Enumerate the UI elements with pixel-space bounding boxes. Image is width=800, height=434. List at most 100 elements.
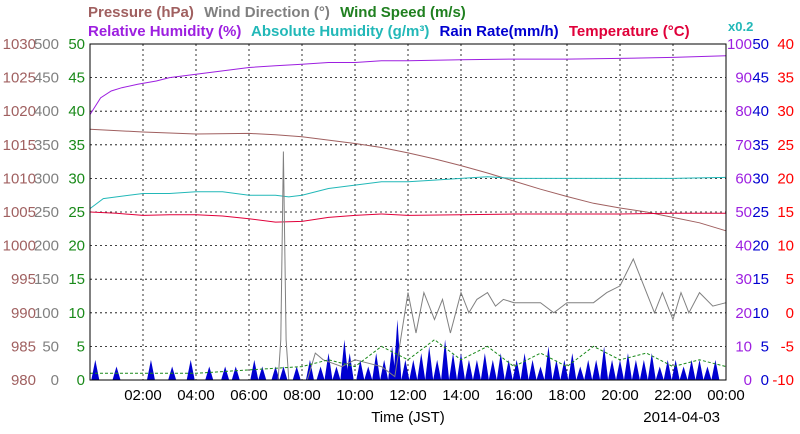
rain-bar xyxy=(711,359,720,380)
date-label: 2014-04-03 xyxy=(643,409,720,426)
axis-tick-wind-dir: 50 xyxy=(42,338,59,355)
axis-tick-wind-speed: 25 xyxy=(68,204,85,221)
rain-bar xyxy=(146,359,155,380)
legend-relative-humidity: Relative Humidity (%) xyxy=(88,23,241,40)
rain-bar xyxy=(568,353,577,380)
rain-bar xyxy=(520,353,529,380)
series-temperature xyxy=(89,211,726,223)
rain-bar xyxy=(687,359,696,380)
axis-tick-pressure: 1020 xyxy=(3,103,36,120)
axis-tick-temp: -10 xyxy=(772,372,794,389)
x-tick-label: 04:00 xyxy=(177,387,215,404)
x-tick-label: 18:00 xyxy=(548,387,586,404)
rain-bar xyxy=(332,366,341,380)
rain-bar xyxy=(560,359,569,380)
rain-bar xyxy=(504,359,513,380)
rain-bar xyxy=(703,366,712,380)
rain-bar xyxy=(324,353,333,380)
axis-tick-wind-speed: 20 xyxy=(68,238,85,255)
rain-bar xyxy=(647,353,656,380)
rain-bar xyxy=(536,366,545,380)
rain-bar xyxy=(250,359,259,380)
rain-bar xyxy=(271,366,280,380)
rain-bar xyxy=(671,359,680,380)
axis-tick-temp: 10 xyxy=(777,238,794,255)
axis-tick-temp: 25 xyxy=(777,137,794,154)
axis-tick-wind-speed: 40 xyxy=(68,103,85,120)
plot-frame xyxy=(89,43,727,381)
axis-tick-wind-speed: 10 xyxy=(68,305,85,322)
axis-tick-wind-dir: 350 xyxy=(34,137,59,154)
rain-bar xyxy=(655,366,664,380)
x-tick-label: 02:00 xyxy=(124,387,162,404)
axis-tick-wind-dir: 0 xyxy=(51,372,59,389)
axis-tick-pressure: 995 xyxy=(11,271,36,288)
x-axis-label: Time (JST) xyxy=(371,409,445,426)
rain-bar xyxy=(417,353,426,380)
x-tick-label: 16:00 xyxy=(495,387,533,404)
rain-bar xyxy=(512,359,521,380)
axis-tick-rain: 0 xyxy=(761,372,769,389)
legend-absolute-humidity: Absolute Humidity (g/m³) xyxy=(251,23,429,40)
rain-bar xyxy=(457,353,465,380)
rain-bar xyxy=(316,366,325,380)
rain-bar xyxy=(205,366,214,380)
axis-tick-humidity: 100 xyxy=(727,36,752,53)
legend-rain-rate: Rain Rate(mm/h) xyxy=(440,23,559,40)
rain-bar xyxy=(279,366,288,380)
axis-labels: 1030102510201015101010051000995990985980… xyxy=(3,36,794,404)
rain-bar xyxy=(663,359,672,380)
rain-bar xyxy=(258,366,267,380)
axis-tick-humidity: 10 xyxy=(735,338,752,355)
x-tick-label: 22:00 xyxy=(654,387,692,404)
axis-tick-humidity: 0 xyxy=(744,372,752,389)
rain-bar xyxy=(433,359,442,380)
axis-tick-wind-dir: 500 xyxy=(34,36,59,53)
rain-bar xyxy=(472,359,481,380)
x-tick-label: 14:00 xyxy=(442,387,480,404)
rain-bar xyxy=(364,366,373,380)
axis-tick-rain: 20 xyxy=(752,238,769,255)
axis-tick-pressure: 1010 xyxy=(3,170,36,187)
rain-bar xyxy=(552,359,561,380)
axis-tick-rain: 45 xyxy=(752,70,769,87)
rain-bar xyxy=(480,353,489,380)
rain-bar xyxy=(449,353,458,380)
rain-bar xyxy=(380,359,389,380)
axis-tick-wind-speed: 0 xyxy=(77,372,85,389)
axis-tick-temp: -5 xyxy=(781,338,794,355)
axis-tick-wind-dir: 250 xyxy=(34,204,59,221)
axis-tick-pressure: 985 xyxy=(11,338,36,355)
axis-tick-humidity: 40 xyxy=(735,238,752,255)
rain-bar xyxy=(91,359,100,380)
axis-tick-wind-speed: 35 xyxy=(68,137,85,154)
axis-tick-rain: 25 xyxy=(752,204,769,221)
series-wind-direction xyxy=(90,151,727,381)
rain-bar xyxy=(186,359,195,380)
legend-temperature: Temperature (°C) xyxy=(569,23,690,40)
rain-bar xyxy=(679,366,688,380)
axis-tick-humidity: 80 xyxy=(735,103,752,120)
rain-bar xyxy=(464,359,473,380)
axis-tick-humidity: 60 xyxy=(735,170,752,187)
axis-tick-wind-dir: 450 xyxy=(34,70,59,87)
axis-tick-temp: 20 xyxy=(777,170,794,187)
rain-bar xyxy=(600,346,609,380)
axis-tick-wind-dir: 100 xyxy=(34,305,59,322)
rain-bar xyxy=(409,359,418,380)
x-tick-label: 06:00 xyxy=(230,387,268,404)
rain-bar xyxy=(488,359,497,380)
axis-tick-wind-speed: 45 xyxy=(68,70,85,87)
rain-bar xyxy=(441,339,450,380)
legend-wind-direction: Wind Direction (°) xyxy=(204,4,330,21)
axis-tick-wind-speed: 5 xyxy=(77,338,85,355)
rain-bar xyxy=(695,359,704,380)
scale-note: x0.2 xyxy=(728,19,753,34)
axis-tick-rain: 5 xyxy=(761,338,769,355)
axis-tick-wind-dir: 150 xyxy=(34,271,59,288)
axis-tick-wind-dir: 300 xyxy=(34,170,59,187)
axis-tick-temp: 15 xyxy=(777,204,794,221)
axis-tick-pressure: 1000 xyxy=(3,238,36,255)
axis-tick-pressure: 1005 xyxy=(3,204,36,221)
x-tick-label: 20:00 xyxy=(601,387,639,404)
